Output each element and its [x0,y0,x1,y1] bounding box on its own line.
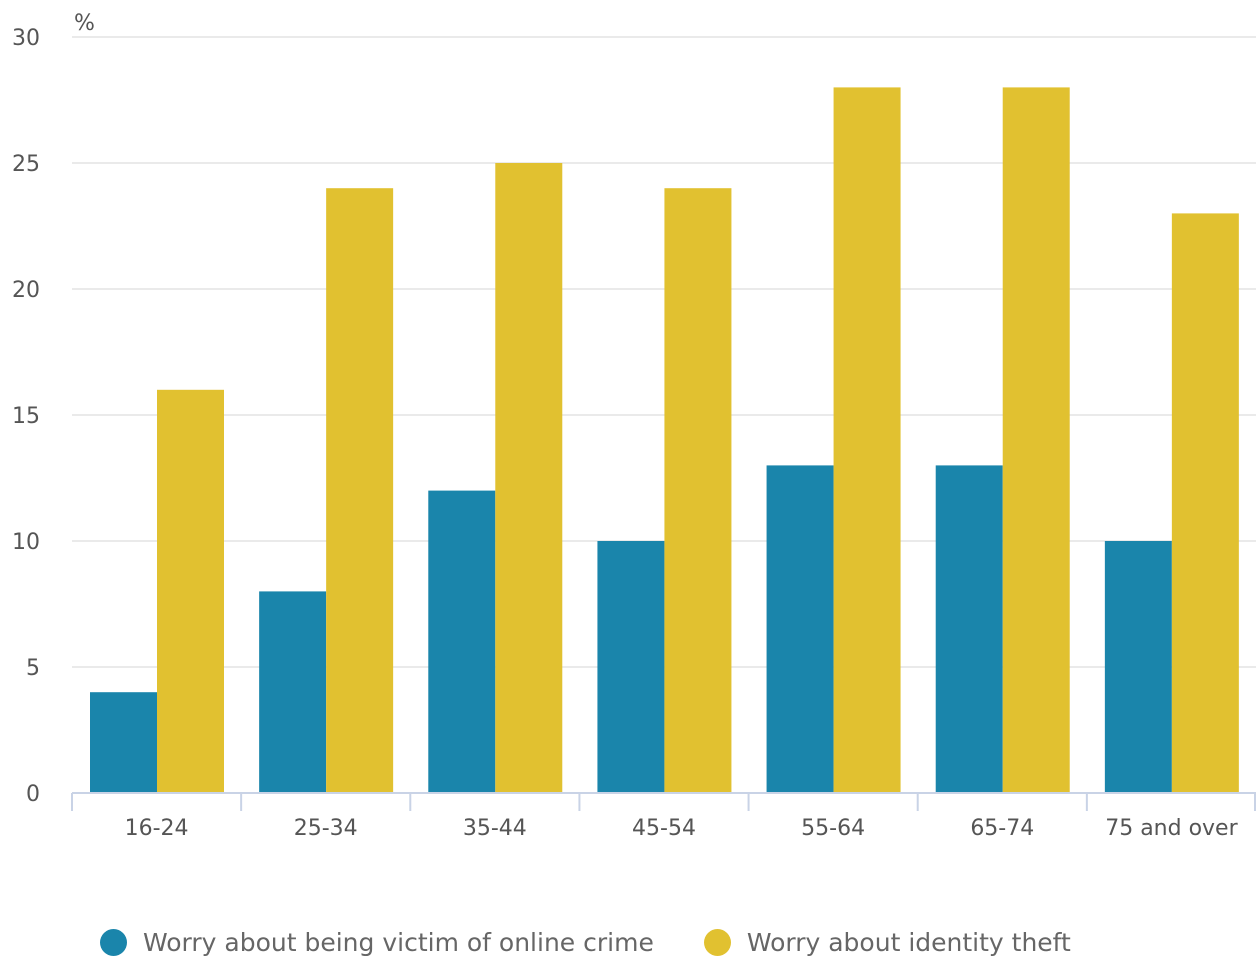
bar-identity-theft-65-74 [1002,87,1070,793]
legend: Worry about being victim of online crime… [100,928,1121,957]
y-tick-label-25: 25 [12,152,40,177]
bar-online-crime-35-44 [428,490,496,793]
bar-online-crime-16-24 [90,692,157,793]
x-tick-label-25-34: 25-34 [294,816,358,841]
y-tick-label-0: 0 [26,782,40,807]
x-tick-label-55-64: 55-64 [801,816,865,841]
bar-online-crime-75-and-over [1104,541,1172,793]
bar-identity-theft-35-44 [495,163,563,793]
legend-swatch-identity-theft [703,929,731,956]
bar-chart-plot: % 0 5 10 15 20 25 30 16-24 25-34 35-44 45-54 55-64 6… [12,11,1256,841]
bar-identity-theft-75-and-over [1171,213,1239,793]
x-tick-label-75-and-over: 75 and over [1105,816,1238,841]
x-tick-label-16-24: 16-24 [125,816,189,841]
bar-identity-theft-25-34 [326,188,394,793]
x-tick-label-35-44: 35-44 [463,816,527,841]
bar-online-crime-55-64 [766,465,834,793]
y-tick-label-5: 5 [26,656,40,681]
x-tick-label-65-74: 65-74 [970,816,1034,841]
bar-online-crime-65-74 [935,465,1003,793]
legend-label-identity-theft: Worry about identity theft [746,928,1071,957]
legend-item-identity-theft[interactable]: Worry about identity theft [703,928,1071,957]
legend-label-online-crime: Worry about being victim of online crime [143,928,654,957]
bar-identity-theft-16-24 [157,389,224,793]
legend-item-online-crime[interactable]: Worry about being victim of online crime [100,928,654,957]
x-tick-label-45-54: 45-54 [632,816,696,841]
y-tick-label-30: 30 [12,26,40,51]
y-axis-unit-label: % [74,11,95,36]
legend-swatch-online-crime [100,929,127,956]
bar-identity-theft-55-64 [833,87,901,793]
bar-identity-theft-45-54 [664,188,732,793]
bar-online-crime-45-54 [597,541,665,793]
y-tick-label-10: 10 [12,530,40,555]
y-tick-label-20: 20 [12,278,40,303]
bar-online-crime-25-34 [259,591,327,793]
y-tick-label-15: 15 [12,404,40,429]
